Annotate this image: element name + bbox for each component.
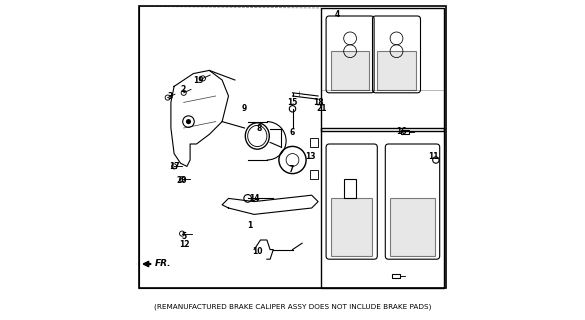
Bar: [377, 51, 416, 90]
Text: 19: 19: [193, 76, 204, 84]
Text: 2: 2: [180, 85, 185, 94]
Bar: [321, 128, 445, 288]
Bar: [310, 170, 318, 179]
Text: 20: 20: [177, 176, 187, 185]
Text: 7: 7: [288, 165, 294, 174]
Bar: [344, 179, 356, 198]
Text: 5: 5: [181, 232, 186, 241]
Bar: [392, 274, 400, 278]
Bar: [401, 130, 410, 134]
Text: 1: 1: [247, 221, 252, 230]
Text: 10: 10: [252, 247, 263, 256]
Text: 18: 18: [313, 98, 324, 107]
Text: 9: 9: [241, 104, 246, 113]
Bar: [331, 198, 373, 256]
Text: 16: 16: [396, 127, 407, 136]
Circle shape: [186, 119, 191, 124]
Text: 21: 21: [316, 104, 326, 113]
Bar: [321, 8, 445, 131]
Text: 15: 15: [287, 98, 298, 107]
Text: 14: 14: [249, 194, 259, 203]
Bar: [390, 198, 435, 256]
Bar: [139, 6, 446, 288]
Text: 8: 8: [256, 124, 261, 132]
Text: 4: 4: [335, 10, 340, 19]
Text: (REMANUFACTURED BRAKE CALIPER ASSY DOES NOT INCLUDE BRAKE PADS): (REMANUFACTURED BRAKE CALIPER ASSY DOES …: [154, 304, 431, 310]
Text: 3: 3: [168, 92, 173, 100]
Text: 17: 17: [169, 162, 180, 171]
Bar: [310, 138, 318, 147]
Text: 12: 12: [180, 240, 190, 249]
Text: 11: 11: [428, 152, 439, 161]
Bar: [331, 51, 369, 90]
Text: 13: 13: [305, 152, 315, 161]
Text: 6: 6: [290, 128, 295, 137]
Text: FR.: FR.: [155, 260, 171, 268]
